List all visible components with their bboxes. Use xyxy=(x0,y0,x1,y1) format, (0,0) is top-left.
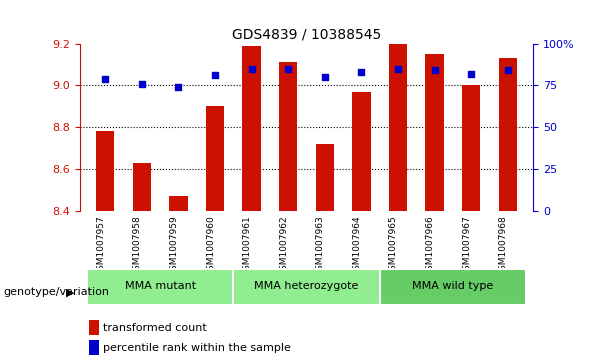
Text: GSM1007958: GSM1007958 xyxy=(133,215,142,276)
Point xyxy=(246,66,256,72)
Bar xyxy=(316,144,334,211)
Point xyxy=(393,66,403,72)
Text: GSM1007959: GSM1007959 xyxy=(169,215,178,276)
Bar xyxy=(243,46,261,211)
Bar xyxy=(425,54,444,211)
Point xyxy=(283,66,293,72)
Text: GSM1007965: GSM1007965 xyxy=(389,215,398,276)
Bar xyxy=(389,44,407,211)
Text: genotype/variation: genotype/variation xyxy=(3,287,109,297)
Text: MMA heterozygote: MMA heterozygote xyxy=(254,281,359,291)
Point xyxy=(503,68,512,73)
Text: percentile rank within the sample: percentile rank within the sample xyxy=(103,343,291,352)
Text: ▶: ▶ xyxy=(66,287,75,297)
Text: GSM1007967: GSM1007967 xyxy=(462,215,471,276)
Bar xyxy=(352,91,370,211)
Point xyxy=(173,84,183,90)
Bar xyxy=(462,85,480,211)
Text: transformed count: transformed count xyxy=(103,323,207,333)
Title: GDS4839 / 10388545: GDS4839 / 10388545 xyxy=(232,27,381,41)
Text: GSM1007961: GSM1007961 xyxy=(243,215,251,276)
Point xyxy=(466,71,476,77)
Bar xyxy=(96,131,115,211)
Bar xyxy=(89,340,99,355)
Point xyxy=(137,81,147,86)
Bar xyxy=(89,320,99,335)
Text: GSM1007966: GSM1007966 xyxy=(425,215,435,276)
Point xyxy=(320,74,330,80)
Bar xyxy=(379,269,526,305)
Text: MMA wild type: MMA wild type xyxy=(412,281,493,291)
Bar xyxy=(234,269,379,305)
Bar xyxy=(279,62,297,211)
Point xyxy=(430,68,440,73)
Bar xyxy=(169,196,188,211)
Bar xyxy=(87,269,234,305)
Text: GSM1007964: GSM1007964 xyxy=(352,215,362,276)
Point xyxy=(357,69,367,75)
Bar xyxy=(498,58,517,211)
Text: GSM1007957: GSM1007957 xyxy=(96,215,105,276)
Text: GSM1007962: GSM1007962 xyxy=(279,215,288,276)
Text: GSM1007960: GSM1007960 xyxy=(206,215,215,276)
Point xyxy=(101,76,110,82)
Bar xyxy=(133,163,151,211)
Text: GSM1007963: GSM1007963 xyxy=(316,215,325,276)
Bar xyxy=(206,106,224,211)
Text: MMA mutant: MMA mutant xyxy=(124,281,196,291)
Point xyxy=(210,72,220,78)
Text: GSM1007968: GSM1007968 xyxy=(499,215,508,276)
